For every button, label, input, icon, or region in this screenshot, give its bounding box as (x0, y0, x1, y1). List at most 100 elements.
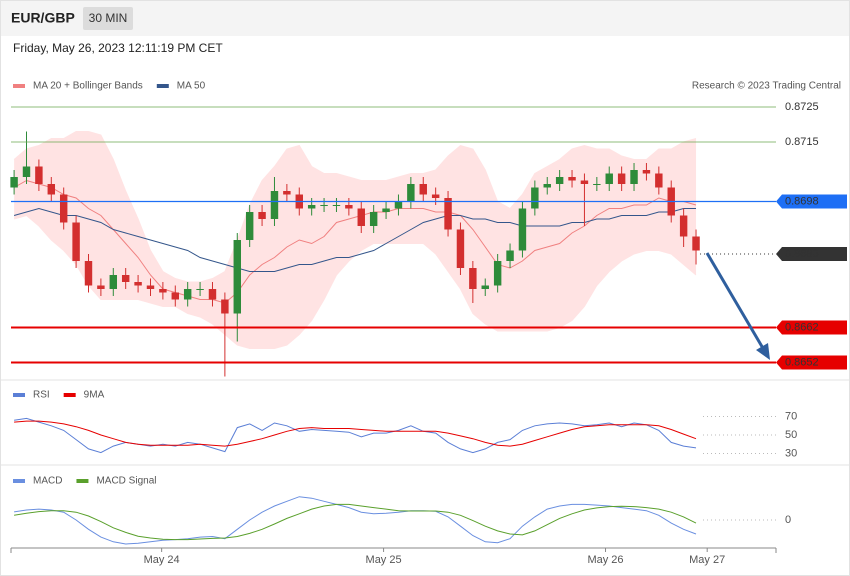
legend-label: RSI (33, 390, 50, 401)
forecast-arrowhead (756, 343, 770, 360)
candle-body (369, 212, 378, 226)
interval-badge (83, 7, 133, 30)
candle-body (258, 212, 266, 219)
legend-swatch (13, 479, 25, 483)
forecast-arrow (705, 252, 766, 351)
ma-line (13, 207, 696, 272)
symbol: EUR/GBP (11, 10, 75, 26)
candle-body (10, 177, 18, 188)
candle-body (531, 187, 539, 209)
candle-body (593, 184, 601, 185)
level-label: 0.8683 (785, 248, 819, 260)
ma-line (13, 179, 697, 304)
level-label: 0.8715 (785, 136, 819, 148)
candle-body (270, 191, 279, 219)
candle-body (617, 173, 626, 184)
level-box (776, 320, 847, 335)
candle-body (332, 205, 341, 206)
candle-body (159, 289, 167, 293)
candle-body (22, 166, 31, 177)
candle-body (655, 173, 663, 188)
credit: Research © 2023 Trading Central (692, 81, 841, 92)
candle-body (692, 236, 700, 251)
candle-body (580, 180, 589, 184)
candle-body (233, 240, 241, 314)
candle-body (679, 215, 688, 237)
plot-layer: MA 20 + Bollinger Bands MA 50 0.8725 0.8715… (10, 81, 847, 566)
legend-label: MA 50 (177, 81, 206, 92)
candle-body (84, 261, 93, 286)
candle-body (320, 205, 328, 206)
candle-body (605, 173, 613, 184)
candle-body (221, 299, 229, 314)
bollinger-upper (13, 131, 697, 283)
candle-body (357, 208, 365, 226)
candle-body (456, 229, 465, 268)
candle-body (630, 170, 638, 184)
legend-label: MACD (33, 476, 62, 487)
legend-label: 9MA (84, 390, 105, 401)
indicator-line (14, 503, 697, 541)
legend-swatch (13, 84, 25, 88)
level-box (776, 247, 847, 261)
indicator-line (14, 496, 697, 545)
candle-body (35, 166, 43, 184)
candle-body (283, 191, 291, 195)
level-box (776, 355, 847, 370)
legend-swatch (13, 393, 25, 397)
y-tick-label: 50 (785, 429, 797, 441)
candle-body (555, 177, 564, 184)
candle-body (345, 205, 353, 209)
candle-body (109, 275, 118, 289)
interval: 30 MIN (89, 11, 128, 25)
x-tick-label: May 25 (366, 554, 402, 566)
candle-body (394, 201, 403, 209)
legend-swatch (76, 479, 89, 483)
candle-body (444, 198, 452, 230)
candle-body (642, 170, 651, 174)
legend-swatch (156, 84, 169, 88)
candle-body (196, 289, 204, 290)
candle-body (506, 250, 514, 261)
candle-body (431, 194, 440, 198)
indicator-line (14, 420, 697, 447)
candle-body (481, 285, 489, 289)
legend-label: MA 20 + Bollinger Bands (33, 81, 143, 92)
level-box (776, 194, 847, 209)
candle-body (493, 261, 502, 286)
legend-label: MACD Signal (96, 476, 156, 487)
candle-body (72, 222, 80, 261)
candle-body (97, 285, 105, 289)
candle-body (245, 212, 254, 240)
candle-body (171, 292, 180, 300)
y-tick-label: 30 (785, 447, 797, 459)
candle-body (469, 268, 477, 289)
y-tick-label: 0 (785, 514, 791, 526)
level-label: 0.8662 (785, 321, 819, 333)
level-label: 0.8652 (785, 356, 819, 368)
candle-body (568, 177, 576, 181)
candle-body (121, 275, 130, 282)
level-label: 0.8725 (785, 101, 819, 113)
y-tick-label: 70 (785, 410, 797, 422)
candle-body (307, 205, 316, 209)
x-tick-label: May 26 (587, 554, 623, 566)
candle-body (47, 184, 56, 195)
legend-swatch (63, 393, 76, 397)
candle-body (208, 289, 217, 300)
candle-body (407, 184, 415, 202)
candle-body (543, 184, 551, 188)
x-tick-label: May 27 (689, 554, 725, 566)
candle-body (419, 184, 427, 195)
level-label: 0.8698 (785, 195, 819, 207)
candle-body (146, 285, 155, 289)
candle-body (134, 282, 142, 286)
candle-body (59, 194, 68, 223)
candle-body (183, 289, 192, 300)
header-bar (1, 1, 849, 36)
candle-body (382, 208, 390, 212)
x-tick-label: May 24 (144, 554, 180, 566)
candle-body (518, 208, 527, 251)
